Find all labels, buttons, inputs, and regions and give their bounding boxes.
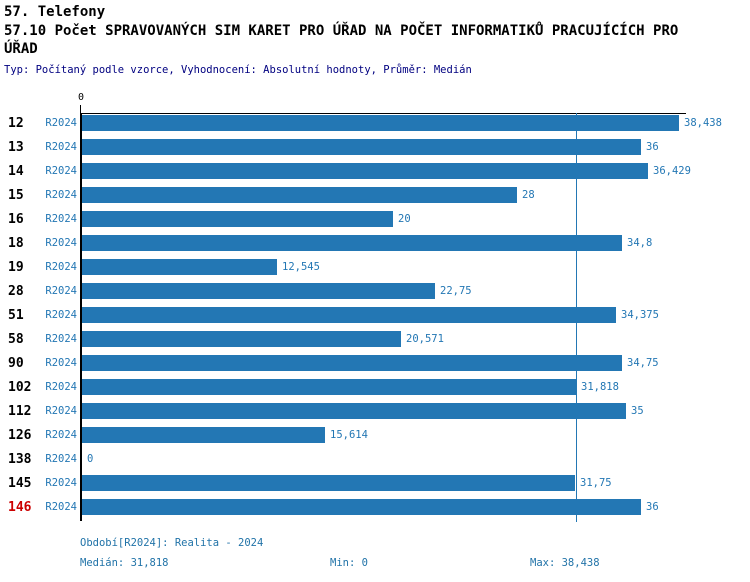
row-id-label: 51	[8, 308, 24, 323]
bar-value-label: 0	[87, 453, 94, 465]
bar[interactable]	[82, 139, 641, 155]
axis-top-line	[80, 113, 686, 114]
row-series-label: R2024	[45, 333, 77, 345]
row-id-label: 138	[8, 452, 32, 467]
page-title: 57. Telefony	[4, 4, 106, 20]
bar-value-label: 31,75	[580, 477, 612, 489]
bar[interactable]	[82, 403, 626, 419]
bar-value-label: 36	[646, 141, 659, 153]
row-series-label: R2024	[45, 357, 77, 369]
row-id-label: 19	[8, 260, 24, 275]
bar-value-label: 34,8	[627, 237, 653, 249]
footer-median: Medián: 31,818	[80, 557, 169, 569]
bar-value-label: 20	[398, 213, 411, 225]
footer-max: Max: 38,438	[530, 557, 600, 569]
bar[interactable]	[82, 379, 576, 395]
row-id-label: 102	[8, 380, 32, 395]
axis-left-line	[80, 113, 82, 521]
row-id-label: 28	[8, 284, 24, 299]
row-id-label: 58	[8, 332, 24, 347]
row-series-label: R2024	[45, 285, 77, 297]
row-series-label: R2024	[45, 189, 77, 201]
row-series-label: R2024	[45, 477, 77, 489]
bar-value-label: 12,545	[282, 261, 320, 273]
bar[interactable]	[82, 475, 575, 491]
bar-value-label: 34,75	[627, 357, 659, 369]
row-id-label: 13	[8, 140, 24, 155]
row-series-label: R2024	[45, 309, 77, 321]
bar-value-label: 20,571	[406, 333, 444, 345]
bar-value-label: 34,375	[621, 309, 659, 321]
row-series-label: R2024	[45, 501, 77, 513]
axis-zero-label: 0	[77, 92, 85, 103]
row-series-label: R2024	[45, 405, 77, 417]
bar[interactable]	[82, 163, 648, 179]
bar-value-label: 36,429	[653, 165, 691, 177]
row-series-label: R2024	[45, 117, 77, 129]
row-id-label: 145	[8, 476, 32, 491]
bar[interactable]	[82, 331, 401, 347]
row-series-label: R2024	[45, 453, 77, 465]
bar[interactable]	[82, 307, 616, 323]
row-series-label: R2024	[45, 429, 77, 441]
bar[interactable]	[82, 211, 393, 227]
bar-value-label: 15,614	[330, 429, 368, 441]
row-series-label: R2024	[45, 165, 77, 177]
footer-period: Období[R2024]: Realita - 2024	[80, 537, 264, 549]
indicator-meta: Typ: Počítaný podle vzorce, Vyhodnocení:…	[4, 64, 472, 76]
row-series-label: R2024	[45, 261, 77, 273]
bar[interactable]	[82, 499, 641, 515]
bar-value-label: 28	[522, 189, 535, 201]
row-series-label: R2024	[45, 381, 77, 393]
indicator-title-line1: 57.10 Počet SPRAVOVANÝCH SIM KARET PRO Ú…	[4, 23, 679, 39]
indicator-title-line2: ÚŘAD	[4, 41, 38, 57]
bar-value-label: 36	[646, 501, 659, 513]
bar[interactable]	[82, 235, 622, 251]
footer-min: Min: 0	[330, 557, 368, 569]
row-id-label: 126	[8, 428, 32, 443]
row-id-label: 90	[8, 356, 24, 371]
bar-value-label: 22,75	[440, 285, 472, 297]
bar-value-label: 38,438	[684, 117, 722, 129]
bar[interactable]	[82, 187, 517, 203]
row-id-label: 112	[8, 404, 32, 419]
row-id-label: 146	[8, 500, 32, 515]
row-id-label: 15	[8, 188, 24, 203]
bar[interactable]	[82, 355, 622, 371]
bar-value-label: 31,818	[581, 381, 619, 393]
bar[interactable]	[82, 283, 435, 299]
row-series-label: R2024	[45, 213, 77, 225]
bar-value-label: 35	[631, 405, 644, 417]
row-id-label: 12	[8, 116, 24, 131]
row-id-label: 16	[8, 212, 24, 227]
row-id-label: 18	[8, 236, 24, 251]
row-series-label: R2024	[45, 141, 77, 153]
axis-tick	[80, 105, 81, 113]
bar[interactable]	[82, 115, 679, 131]
row-series-label: R2024	[45, 237, 77, 249]
bar[interactable]	[82, 427, 325, 443]
bar[interactable]	[82, 259, 277, 275]
row-id-label: 14	[8, 164, 24, 179]
